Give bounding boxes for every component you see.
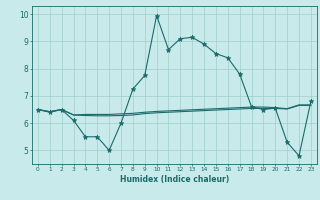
X-axis label: Humidex (Indice chaleur): Humidex (Indice chaleur) [120,175,229,184]
